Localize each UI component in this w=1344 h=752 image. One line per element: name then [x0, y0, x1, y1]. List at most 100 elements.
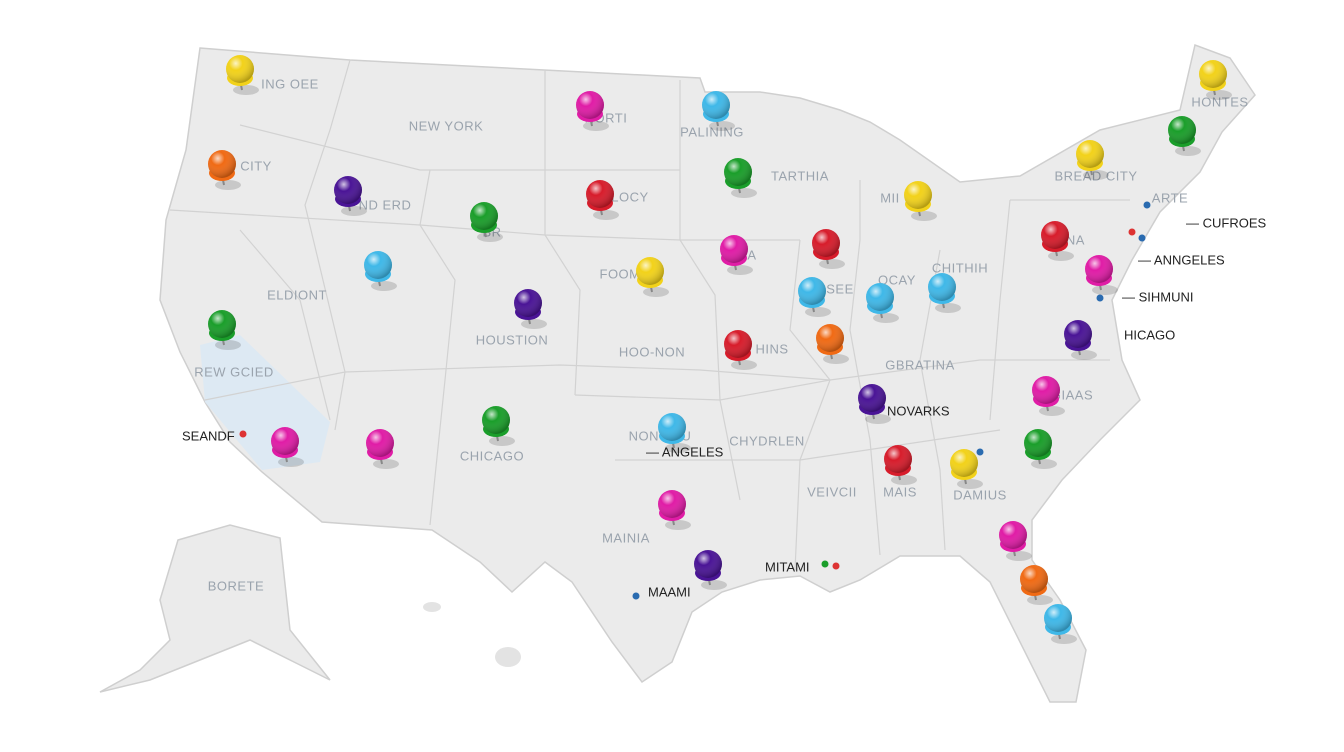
pin-shine	[1020, 565, 1048, 593]
region-label: CHICAGO	[460, 448, 524, 463]
pin	[470, 202, 503, 242]
pin-shadow	[1206, 90, 1232, 100]
pin	[1041, 221, 1074, 261]
pin-shine	[1064, 320, 1092, 348]
pin-shine	[208, 150, 236, 178]
pin-shadow	[891, 475, 917, 485]
pin	[1064, 320, 1097, 360]
pin	[576, 91, 609, 131]
city-label: MAAMI	[648, 584, 691, 599]
region-label: ELDIONT	[267, 287, 327, 302]
pin-shadow	[233, 85, 259, 95]
pin-shadow	[665, 520, 691, 530]
pin-shadow	[341, 206, 367, 216]
region-label: VEIVCII	[807, 484, 857, 499]
region-label: HINS	[755, 341, 788, 356]
pin-shadow	[819, 259, 845, 269]
pin	[1076, 140, 1109, 180]
pin	[999, 521, 1032, 561]
pin-shine	[724, 330, 752, 358]
pin	[928, 273, 961, 313]
pin-shine	[1044, 604, 1072, 632]
city-label: — SIHMUNI	[1122, 289, 1194, 304]
pin-shine	[658, 490, 686, 518]
region-label: DAMIUS	[953, 487, 1007, 502]
pin-shadow	[1027, 595, 1053, 605]
pin-shadow	[1006, 551, 1032, 561]
city-label: — ANGELES	[646, 444, 724, 459]
pin	[1032, 376, 1065, 416]
marker-dot	[632, 592, 640, 600]
pin-shine	[208, 310, 236, 338]
region-label: HOUSTION	[476, 332, 549, 347]
region-label: ING OEE	[261, 76, 319, 91]
pin-shine	[884, 445, 912, 473]
pin-shine	[514, 289, 542, 317]
pin	[482, 406, 515, 446]
pin	[694, 550, 727, 590]
pin-shadow	[709, 121, 735, 131]
pin-shine	[904, 181, 932, 209]
pin	[636, 257, 669, 297]
pin	[364, 251, 397, 291]
pin-shine	[636, 257, 664, 285]
marker-dot	[1128, 228, 1136, 236]
pin-shadow	[583, 121, 609, 131]
pin-shadow	[805, 307, 831, 317]
us-outline	[159, 43, 1256, 703]
pin-shadow	[1039, 406, 1065, 416]
pin-shadow	[731, 188, 757, 198]
pin-shine	[866, 283, 894, 311]
marker-dot	[1138, 234, 1146, 242]
marker-dot	[832, 562, 840, 570]
pin-shine	[576, 91, 604, 119]
pin-shadow	[215, 340, 241, 350]
pin-shine	[720, 235, 748, 263]
marker-dot	[821, 560, 829, 568]
pin-shadow	[1092, 285, 1118, 295]
pin-shadow	[1031, 459, 1057, 469]
pin-shine	[1199, 60, 1227, 88]
pin-shine	[694, 550, 722, 578]
pin-shine	[816, 324, 844, 352]
pin	[724, 330, 757, 370]
pin	[812, 229, 845, 269]
pin	[702, 91, 735, 131]
region-label: BORETE	[208, 578, 264, 593]
pin-shadow	[1051, 634, 1077, 644]
region-label: MAINIA	[602, 530, 650, 545]
pin	[816, 324, 849, 364]
city-label: NOVARKS	[887, 403, 950, 418]
region-label: PALINING	[680, 124, 744, 139]
city-label: — CUFROES	[1186, 215, 1267, 230]
city-label: MITAMI	[765, 559, 810, 574]
pin-shine	[702, 91, 730, 119]
pin	[724, 158, 757, 198]
pin-shine	[812, 229, 840, 257]
hawaii	[495, 647, 521, 667]
pin-shine	[1024, 429, 1052, 457]
pin	[586, 180, 619, 220]
alaska	[99, 524, 331, 693]
pin-shine	[1085, 255, 1113, 283]
pin-shadow	[278, 457, 304, 467]
pin	[1085, 255, 1118, 295]
region-label: TARTHIA	[771, 168, 829, 183]
pin-shadow	[477, 232, 503, 242]
pin-shadow	[731, 360, 757, 370]
pin-shine	[658, 413, 686, 441]
pin	[950, 449, 983, 489]
pin	[1044, 604, 1077, 644]
region-label: ND ERD	[359, 197, 412, 212]
city-label: HICAGO	[1124, 327, 1175, 342]
pin	[1199, 60, 1232, 100]
pin-shine	[1041, 221, 1069, 249]
pin	[366, 429, 399, 469]
pin	[271, 427, 304, 467]
city-label: SEANDF	[182, 428, 235, 443]
pin	[720, 235, 753, 275]
region-label: FOOM	[600, 266, 641, 281]
region-label: OCAY	[878, 272, 916, 287]
pin	[858, 384, 891, 424]
